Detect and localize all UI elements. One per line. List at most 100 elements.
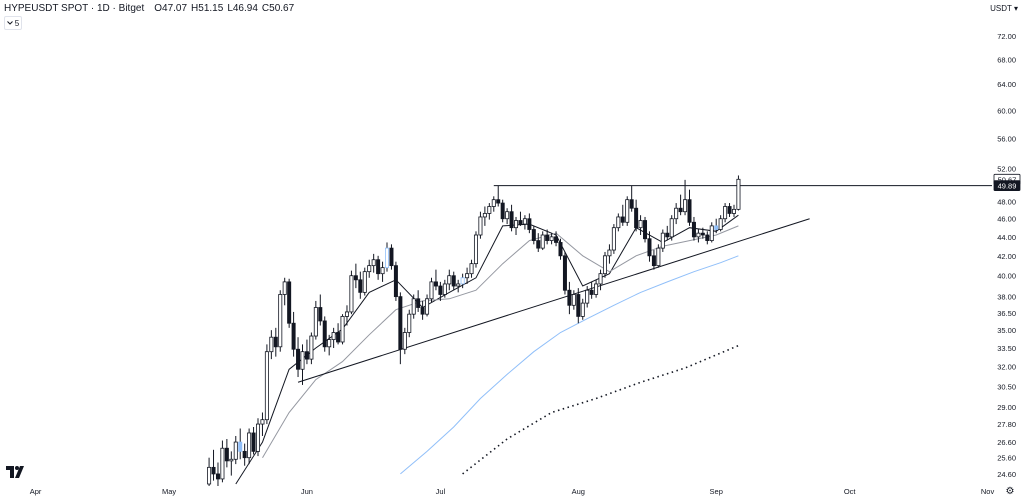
currency-selector[interactable]: USDT ▾ [990,4,1018,13]
candle-body-up [282,281,287,295]
candle-body-down [438,285,443,295]
candle [669,215,674,241]
candle-body-down [500,202,505,220]
candle-body-up [625,199,630,223]
indicators-toggle[interactable]: 5 [4,16,22,30]
candle [264,344,269,425]
candle-body-down [242,450,247,459]
moving-average-line-1 [235,214,739,485]
candle [336,323,341,345]
candle [576,288,581,324]
candle [269,330,274,360]
candle-body-up [736,178,741,210]
candle-body-up [616,216,621,229]
candle-body-up [473,234,478,265]
candle-body-down [211,466,216,475]
candle [309,332,314,365]
candle-body-up [309,335,314,360]
y-tick-label: 38.00 [997,293,1016,302]
candle-body-down [451,275,456,287]
candle [447,269,452,291]
candle-body-up [487,206,492,214]
candle [678,194,683,216]
candle-body-down [554,236,559,243]
candle-body-down [433,281,438,287]
candle-body-up [660,232,665,249]
candle [705,231,710,245]
candle [304,339,309,365]
candle [398,292,403,365]
open-value: 47.07 [162,3,188,14]
candle [549,233,554,245]
candle-body-down [714,225,719,230]
candle-body-up [447,275,452,285]
candle [571,290,576,310]
close-label: C [261,3,270,14]
candle-body-down [700,232,705,236]
candle [643,216,648,243]
low-value: 46.94 [232,3,258,14]
y-tick-label: 44.00 [997,233,1016,242]
candle-body-up [331,332,336,340]
close-value: 50.67 [269,3,295,14]
x-tick-label: Sep [710,487,723,496]
candle [460,273,465,289]
settings-gear-icon[interactable]: ⚙ [1005,486,1015,497]
candle [651,250,656,270]
candle-body-up [669,218,674,238]
candle [349,270,354,315]
candle [318,294,323,326]
candle [527,213,532,234]
candle-body-up [380,267,385,275]
candle [723,203,728,223]
y-tick-label: 56.00 [997,135,1016,144]
candle-body-down [509,211,514,229]
candle [451,271,456,291]
candle-body-up [407,313,412,333]
candle-body-down [296,348,301,370]
open-label: O [154,3,163,14]
candle [287,278,292,328]
candle-body-down [398,296,403,350]
candle-body-up [696,232,701,238]
candle [416,290,421,312]
candle [358,271,363,299]
candle-body-down [322,320,327,348]
candle-body-up [594,283,599,295]
candle-body-up [723,206,728,220]
candle [296,337,301,378]
symbol-title[interactable]: HYPEUSDT SPOT · 1D · Bitget [4,3,145,14]
candle-body-up [349,275,354,313]
candle-body-down [620,216,625,223]
candle-body-up [709,225,714,241]
candle [478,211,483,239]
candle-body-up [278,294,283,348]
candle-body-up [402,332,407,350]
candle [709,222,714,243]
y-tick-label: 52.00 [997,165,1016,174]
x-tick-label: Oct [844,487,857,496]
candle [433,269,438,291]
candle [589,281,594,299]
ascending-trend-line [297,218,810,383]
candle [687,189,692,226]
candle [634,199,639,232]
candle [487,203,492,220]
candle-body-up [269,336,274,353]
candle-body-up [247,432,252,459]
candle [562,251,567,295]
candle [647,231,652,262]
candle-body-up [313,307,318,337]
candle [456,279,461,293]
candle-body-up [585,289,590,304]
candle-body-up [367,265,372,273]
y-tick-label: 72.00 [997,32,1016,41]
candle-body-up [344,311,349,317]
candle [327,334,332,356]
candle-body-up [229,458,234,462]
candle [282,277,287,306]
candle [260,412,265,436]
candle-body-up [469,263,474,275]
candle-body-up [442,283,447,295]
